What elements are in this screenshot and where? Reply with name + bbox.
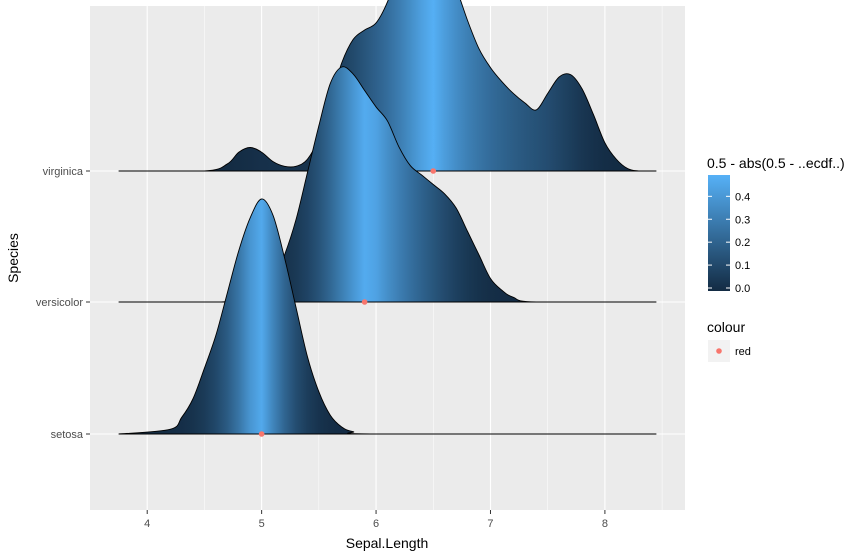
x-tick-label: 4 <box>144 518 150 530</box>
y-tick-label-setosa: setosa <box>51 429 84 441</box>
median-point-versicolor <box>361 299 368 305</box>
colorbar-label: 0.3 <box>735 214 750 226</box>
fill-legend: 0.5 - abs(0.5 - ..ecdf..) 0.00.10.20.30.… <box>707 155 845 295</box>
colorbar-label: 0.4 <box>735 191 750 203</box>
colour-legend: colour red <box>707 319 751 362</box>
colorbar-label: 0.1 <box>735 260 750 272</box>
ridge-virginica <box>118 0 657 172</box>
x-tick-label: 8 <box>602 518 608 530</box>
x-tick-label: 7 <box>487 518 493 530</box>
colour-legend-title: colour <box>707 319 745 335</box>
x-axis-title: Sepal.Length <box>346 535 429 551</box>
density-ridges <box>118 0 657 437</box>
median-point-setosa <box>258 431 265 437</box>
colour-legend-point <box>716 348 722 354</box>
y-tick-label-virginica: virginica <box>43 166 84 178</box>
y-tick-label-versicolor: versicolor <box>36 297 83 309</box>
fill-colorbar <box>708 175 730 291</box>
median-point-virginica <box>430 168 437 174</box>
x-tick-label: 5 <box>259 518 265 530</box>
fill-legend-title: 0.5 - abs(0.5 - ..ecdf..) <box>707 155 845 171</box>
fill-colorbar-ticks: 0.0 0.1 0.2 0.3 0.4 <box>708 191 750 295</box>
colorbar-label: 0.2 <box>735 237 750 249</box>
x-tick-label: 6 <box>373 518 379 530</box>
colour-legend-label: red <box>735 346 751 358</box>
ridge-setosa <box>118 198 657 435</box>
y-axis-title: Species <box>5 233 21 283</box>
axis-ticks: 4 5 6 7 8 setosa versicolor virginica <box>36 166 608 530</box>
colorbar-label: 0.0 <box>735 283 750 295</box>
